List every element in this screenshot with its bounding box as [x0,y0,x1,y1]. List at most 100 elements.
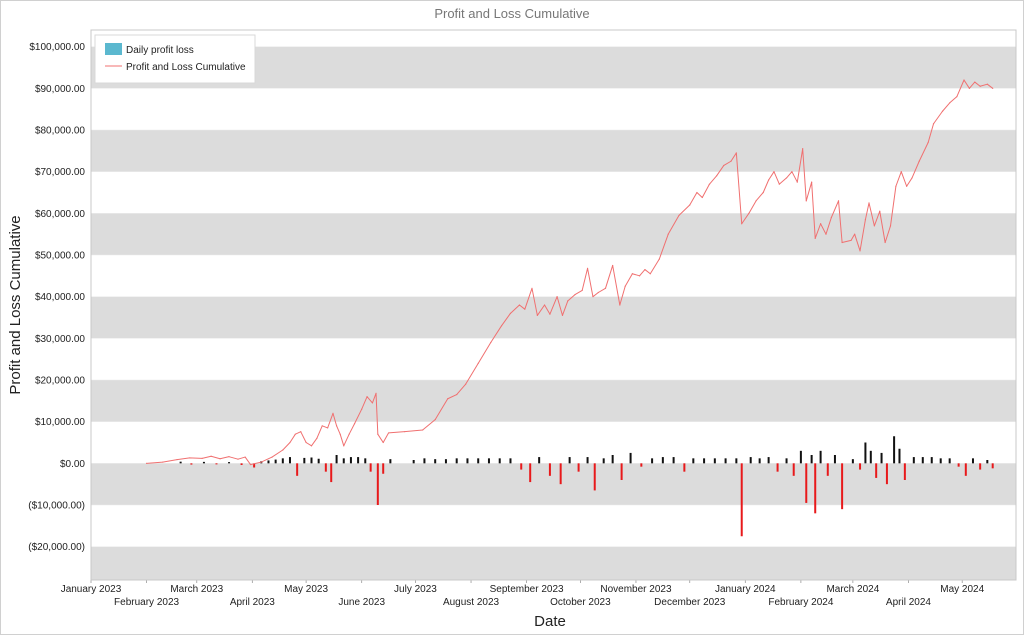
legend-label-daily-profit-loss: Daily profit loss [126,45,194,56]
point-profit-and-loss-cumulative [814,237,816,239]
bar-daily-profit-loss [875,463,878,478]
bar-daily-profit-loss [640,463,643,467]
line-profit-and-loss-cumulative [146,79,994,466]
bar-daily-profit-loss [864,442,867,464]
point-profit-and-loss-cumulative [968,87,970,89]
point-profit-and-loss-cumulative [911,177,913,179]
point-profit-and-loss-cumulative [825,233,827,235]
point-profit-and-loss-cumulative [210,455,212,457]
point-profit-and-loss-cumulative [992,87,994,89]
x-tick-label: May 2024 [940,584,984,595]
bar-daily-profit-loss [661,457,664,464]
point-profit-and-loss-cumulative [701,196,703,199]
point-profit-and-loss-cumulative [348,433,350,435]
point-profit-and-loss-cumulative [353,423,356,425]
point-profit-and-loss-cumulative [805,200,807,202]
bar-daily-profit-loss [548,463,551,476]
point-profit-and-loss-cumulative [434,418,436,421]
bar-daily-profit-loss [240,463,243,465]
chart-title: Profit and Loss Cumulative [434,6,589,21]
bar-daily-profit-loss [487,458,490,464]
point-profit-and-loss-cumulative [889,225,892,227]
bar-daily-profit-loss [274,459,277,464]
bar-daily-profit-loss [826,463,829,476]
x-tick-label: January 2023 [61,584,122,595]
point-profit-and-loss-cumulative [884,241,886,244]
point-profit-and-loss-cumulative [188,457,191,459]
grid-band [91,380,1016,422]
bar-daily-profit-loss [455,458,458,464]
point-profit-and-loss-cumulative [802,148,804,150]
bar-daily-profit-loss [921,457,924,464]
point-profit-and-loss-cumulative [305,441,307,444]
point-profit-and-loss-cumulative [864,218,867,221]
point-profit-and-loss-cumulative [260,461,262,463]
grid-band [91,213,1016,255]
bar-daily-profit-loss [281,458,284,464]
bar-daily-profit-loss [898,448,901,464]
point-profit-and-loss-cumulative [176,458,178,461]
bar-daily-profit-loss [957,463,960,467]
bar-daily-profit-loss [357,457,360,464]
point-profit-and-loss-cumulative [649,273,651,275]
point-profit-and-loss-cumulative [974,81,976,83]
x-axis-title: Date [534,613,566,630]
bar-daily-profit-loss [317,458,320,464]
point-profit-and-loss-cumulative [524,308,526,310]
bar-daily-profit-loss [767,457,770,464]
point-profit-and-loss-cumulative [377,433,379,435]
bar-daily-profit-loss [986,460,989,464]
point-profit-and-loss-cumulative [778,183,780,185]
point-profit-and-loss-cumulative [509,312,512,314]
point-profit-and-loss-cumulative [624,285,626,287]
point-profit-and-loss-cumulative [201,457,203,459]
bar-daily-profit-loss [330,463,333,483]
y-tick-label: $70,000.00 [35,167,85,178]
point-profit-and-loss-cumulative [237,458,239,460]
point-profit-and-loss-cumulative [271,456,273,458]
point-profit-and-loss-cumulative [490,341,492,344]
plot-area-border [90,29,1017,581]
point-profit-and-loss-cumulative [465,383,467,385]
bar-daily-profit-loss [979,463,982,470]
bar-daily-profit-loss [466,458,469,464]
bar-daily-profit-loss [903,463,906,480]
point-profit-and-loss-cumulative [986,83,988,85]
point-profit-and-loss-cumulative [949,102,951,104]
y-tick-label: $50,000.00 [35,251,85,262]
point-profit-and-loss-cumulative [868,202,870,204]
bar-daily-profit-loss [586,457,589,464]
point-profit-and-loss-cumulative [619,304,621,306]
point-profit-and-loss-cumulative [343,445,345,447]
point-profit-and-loss-cumulative [906,185,908,187]
point-profit-and-loss-cumulative [841,241,843,244]
point-profit-and-loss-cumulative [549,313,551,315]
x-tick-label: January 2024 [715,584,776,595]
y-tick-label: $0.00 [60,459,85,470]
point-profit-and-loss-cumulative [332,412,334,414]
x-tick-label: February 2024 [768,597,833,608]
bar-daily-profit-loss [602,458,605,464]
point-profit-and-loss-cumulative [327,427,329,429]
point-profit-and-loss-cumulative [768,179,770,181]
bar-daily-profit-loss [389,459,392,464]
point-profit-and-loss-cumulative [321,425,323,427]
bar-daily-profit-loss [703,458,706,464]
point-profit-and-loss-cumulative [716,175,718,177]
bar-daily-profit-loss [310,457,313,464]
bar-daily-profit-loss [498,458,501,464]
y-tick-label: $80,000.00 [35,126,85,137]
grid-band [91,546,1016,580]
point-profit-and-loss-cumulative [658,258,660,260]
point-profit-and-loss-cumulative [678,214,680,217]
bar-daily-profit-loss [859,463,862,470]
bar-daily-profit-loss [893,436,896,464]
point-profit-and-loss-cumulative [741,223,743,225]
bar-daily-profit-loss [869,450,872,464]
legend-box [94,34,256,84]
bar-daily-profit-loss [841,463,844,510]
x-tick-label: March 2024 [826,584,879,595]
x-tick-label: April 2023 [230,597,275,608]
point-profit-and-loss-cumulative [785,177,788,179]
